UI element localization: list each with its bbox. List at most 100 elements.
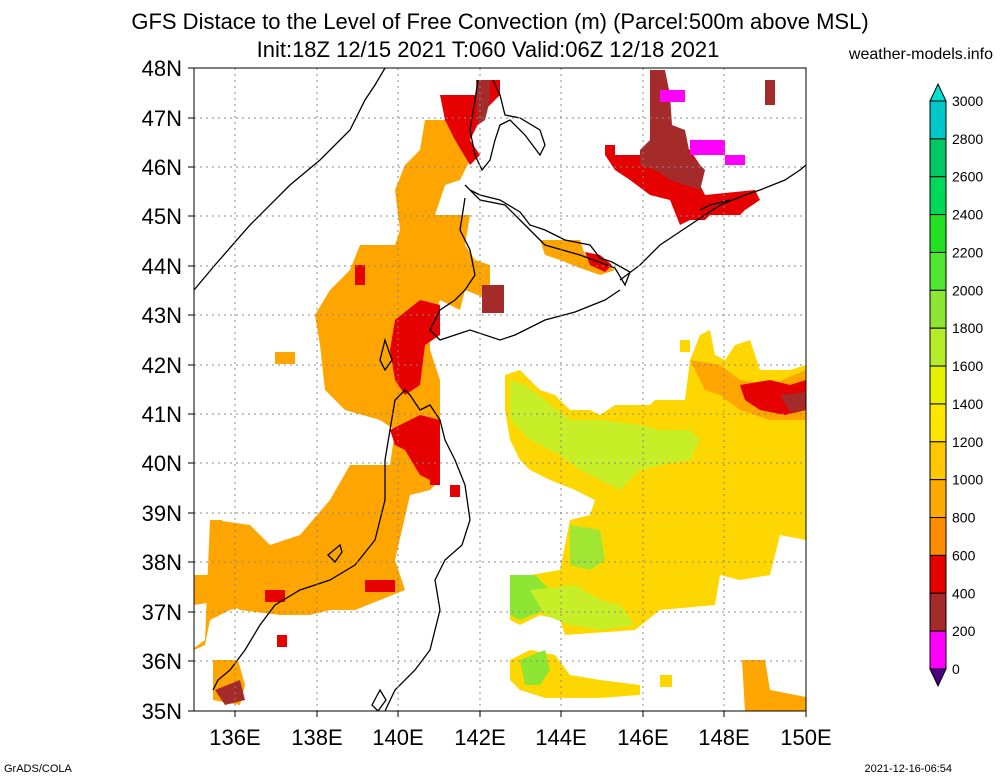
field-green-pacific bbox=[510, 575, 550, 620]
lat-label: 48N bbox=[142, 56, 182, 81]
colorbar-segment bbox=[929, 517, 947, 556]
field-red-hokkaido bbox=[390, 300, 440, 395]
colorbar-label: 2000 bbox=[952, 282, 983, 298]
lat-label: 37N bbox=[142, 600, 182, 625]
lon-labels: 136E 138E 140E 142E 144E 146E 148E 150E bbox=[209, 725, 831, 750]
lat-label: 35N bbox=[142, 699, 182, 724]
coast-islands3 bbox=[371, 688, 387, 711]
lon-label: 138E bbox=[291, 725, 342, 750]
field-yellow-small2 bbox=[680, 340, 690, 352]
colorbar-label: 200 bbox=[952, 623, 976, 639]
field-green-south bbox=[520, 650, 550, 685]
colorbar-segment bbox=[929, 479, 947, 519]
colorbar-segment bbox=[929, 403, 947, 443]
lon-label: 140E bbox=[372, 725, 423, 750]
lat-label: 40N bbox=[142, 451, 182, 476]
field-yellow-small bbox=[660, 675, 672, 687]
field-magenta-2 bbox=[690, 140, 725, 155]
field-magenta-3 bbox=[725, 155, 745, 165]
field-red-small2 bbox=[265, 590, 285, 602]
colorbar-label: 2400 bbox=[952, 207, 983, 223]
coast-hokkaido bbox=[429, 184, 631, 341]
coast-asia bbox=[194, 68, 386, 291]
lat-label: 44N bbox=[142, 254, 182, 279]
field-yellowgreen-pacific bbox=[510, 380, 700, 490]
site-label: weather-models.info bbox=[848, 46, 993, 63]
field-brown-sakhalin bbox=[476, 80, 490, 125]
field-brown-pacific bbox=[780, 392, 806, 412]
lat-label: 46N bbox=[142, 155, 182, 180]
coast-islands2 bbox=[327, 543, 343, 564]
lon-label: 148E bbox=[698, 725, 749, 750]
colorbar-bottom-arrow bbox=[929, 668, 947, 688]
field-brown-small1 bbox=[482, 285, 504, 313]
field-brown-2 bbox=[765, 80, 775, 105]
coast-islands1 bbox=[379, 337, 393, 372]
lat-label: 45N bbox=[142, 204, 182, 229]
chart-subtitle: Init:18Z 12/15 2021 T:060 Valid:06Z 12/1… bbox=[256, 37, 720, 62]
colorbar-label: 2600 bbox=[952, 169, 983, 185]
field-brown-south bbox=[215, 680, 245, 705]
footer-timestamp: 2021-12-16-06:54 bbox=[864, 763, 952, 775]
coastlines bbox=[194, 68, 806, 711]
field-red-small6 bbox=[277, 635, 287, 647]
field-yellowgreen-2 bbox=[530, 585, 635, 630]
field-red-small1 bbox=[365, 580, 395, 592]
colorbar-segment bbox=[929, 554, 947, 594]
field-green-2 bbox=[570, 525, 605, 570]
field-orange-small bbox=[275, 352, 295, 364]
lon-label: 136E bbox=[209, 725, 260, 750]
footer-software: GrADS/COLA bbox=[4, 763, 72, 775]
field-red-small3 bbox=[430, 455, 440, 485]
colorbar-segment bbox=[929, 441, 947, 481]
lon-label: 146E bbox=[617, 725, 668, 750]
field-red-small5 bbox=[355, 265, 365, 285]
colorbar-segment bbox=[929, 630, 947, 670]
colorbar-segment bbox=[929, 251, 947, 291]
chart-title: GFS Distace to the Level of Free Convect… bbox=[131, 9, 869, 34]
colorbar-label: 0 bbox=[952, 661, 960, 677]
field-red-small4 bbox=[450, 485, 460, 497]
colorbar-label: 1800 bbox=[952, 320, 983, 336]
field-orange-west bbox=[194, 120, 490, 615]
colorbar-label: 1000 bbox=[952, 472, 983, 488]
lon-label: 142E bbox=[454, 725, 505, 750]
colorbar-label: 1200 bbox=[952, 434, 983, 450]
lat-label: 36N bbox=[142, 649, 182, 674]
colorbar-label: 2800 bbox=[952, 131, 983, 147]
lat-label: 42N bbox=[142, 353, 182, 378]
field-red-tohoku bbox=[390, 415, 440, 480]
lat-label: 38N bbox=[142, 550, 182, 575]
coast-kuril2 bbox=[699, 164, 806, 211]
colorbar-label: 400 bbox=[952, 585, 976, 601]
colorbar-label: 1600 bbox=[952, 358, 983, 374]
field-orange-se bbox=[742, 660, 806, 711]
field-layer bbox=[194, 70, 806, 711]
lat-label: 39N bbox=[142, 501, 182, 526]
colorbar-label: 600 bbox=[952, 547, 976, 563]
colorbar-label: 3000 bbox=[952, 93, 983, 109]
colorbar: 3000280026002400220020001800160014001200… bbox=[929, 82, 983, 688]
colorbar-segment bbox=[929, 138, 947, 178]
colorbar-segment bbox=[929, 327, 947, 367]
lat-labels: 48N 47N 46N 45N 44N 43N 42N 41N 40N 39N … bbox=[142, 56, 182, 724]
colorbar-segment bbox=[929, 592, 947, 632]
grid bbox=[194, 68, 806, 711]
colorbar-segment bbox=[929, 365, 947, 405]
lat-label: 41N bbox=[142, 402, 182, 427]
colorbar-label: 800 bbox=[952, 510, 976, 526]
colorbar-segment bbox=[929, 100, 947, 140]
colorbar-label: 2200 bbox=[952, 244, 983, 260]
map-frame bbox=[193, 67, 807, 712]
lat-label: 47N bbox=[142, 106, 182, 131]
lat-label: 43N bbox=[142, 303, 182, 328]
colorbar-segment bbox=[929, 176, 947, 216]
coast-sakhalin bbox=[469, 79, 546, 172]
colorbar-segment bbox=[929, 214, 947, 253]
lon-label: 150E bbox=[780, 725, 831, 750]
field-magenta-1 bbox=[660, 90, 685, 102]
axis-ticks bbox=[188, 67, 807, 717]
colorbar-top-arrow bbox=[929, 82, 947, 102]
coast-kuril bbox=[619, 189, 761, 281]
